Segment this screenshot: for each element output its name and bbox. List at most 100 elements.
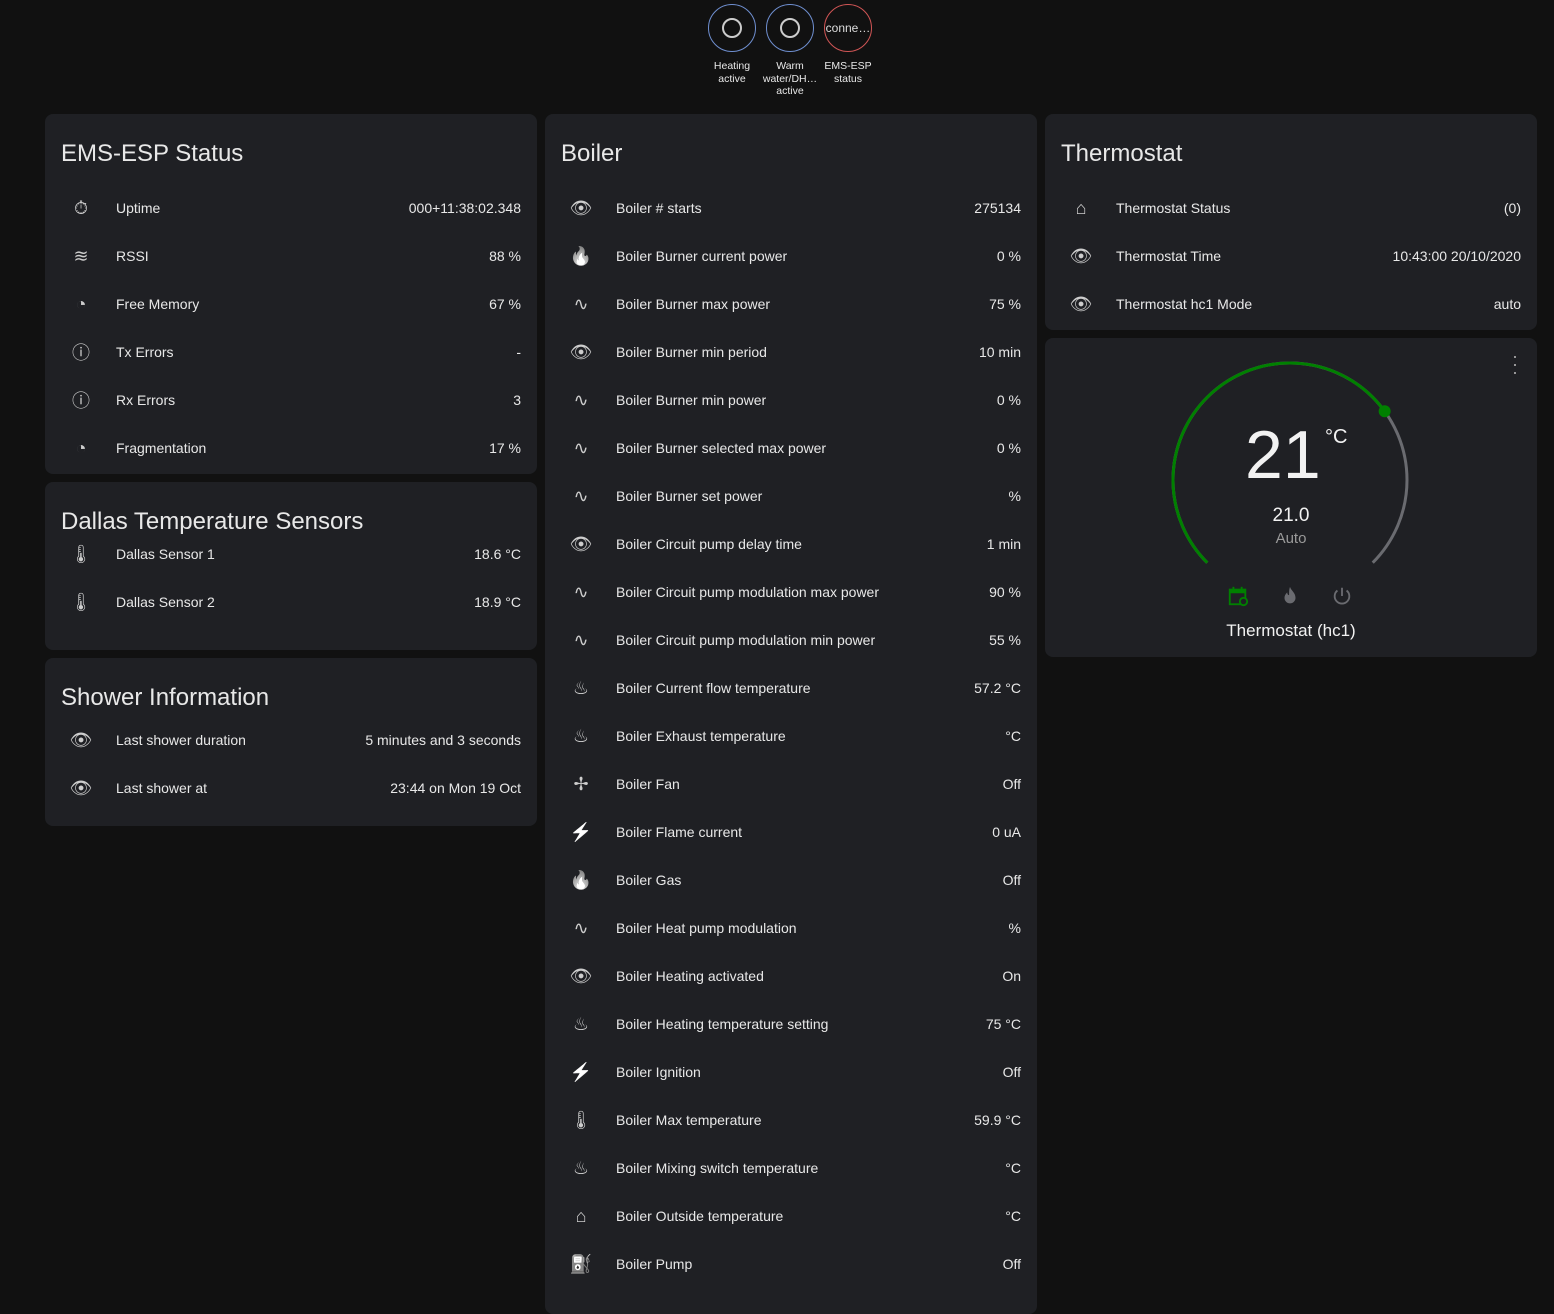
entity-value: 17 % (489, 440, 521, 456)
fan-icon: ✢ (573, 773, 589, 794)
entity-value: 0 % (996, 392, 1021, 408)
entity-row[interactable]: 👁 Boiler Circuit pump delay time 1 min (545, 520, 1037, 568)
entity-row[interactable]: ⌂ Thermostat Status (0) (1045, 184, 1537, 232)
card-title: Thermostat (1061, 140, 1183, 167)
entity-row[interactable]: ∿ Boiler Circuit pump modulation max powe… (545, 568, 1037, 616)
entity-row[interactable]: ◔ Fragmentation 17 % (45, 424, 537, 472)
sine-wave-icon: ∿ (573, 581, 589, 602)
water-thermometer-icon: ♨ (572, 1157, 590, 1178)
timer-icon: ⏱ (73, 197, 89, 218)
entity-value: % (1008, 488, 1021, 504)
state-badge[interactable]: conne… EMS-ESP status (823, 4, 873, 98)
entity-name: Boiler Circuit pump modulation min power (616, 632, 876, 648)
fire-icon[interactable] (1279, 585, 1301, 607)
entity-name: Boiler Burner set power (616, 488, 763, 504)
more-options-icon[interactable]: · · · (1512, 346, 1518, 382)
badge-label: Warm water/DH… active (762, 60, 818, 97)
entity-name: Boiler Fan (616, 776, 680, 792)
card-title: EMS-ESP Status (61, 140, 244, 167)
entity-row[interactable]: ∿ Boiler Burner set power% (545, 472, 1037, 520)
target-temperature: 21 (1245, 417, 1321, 493)
badge-label: EMS-ESP status (824, 60, 872, 85)
state-badge[interactable]: Warm water/DH… active (763, 4, 817, 98)
calendar-sync-icon[interactable] (1227, 585, 1249, 607)
entity-row[interactable]: ∿ Boiler Burner max power 75 % (545, 280, 1037, 328)
entity-value: 88 % (489, 248, 521, 264)
current-temperature: 21.0 (1272, 505, 1310, 526)
entity-row[interactable]: 👁 Boiler Burner min period 10 min (545, 328, 1037, 376)
entity-row[interactable]: ∿ Boiler Burner selected max power 0 % (545, 424, 1037, 472)
eye-icon: 👁 (569, 197, 593, 218)
entity-row[interactable]: ≋ RSSI 88 % (45, 232, 537, 280)
mode-buttons (1227, 585, 1353, 607)
entity-row[interactable]: ⓘ Tx Errors - (45, 328, 537, 376)
eye-icon: 👁 (569, 341, 593, 362)
entity-name: Boiler Outside temperature (616, 1208, 784, 1224)
entity-name: Boiler Burner max power (616, 296, 771, 312)
entity-name: Boiler Flame current (616, 824, 743, 840)
thermometer-icon: 🌡 (69, 591, 93, 612)
entity-value: 000+11:38:02.348 (408, 200, 521, 216)
entity-row[interactable]: ✢ Boiler Fan Off (545, 760, 1037, 808)
entity-row[interactable]: 🌡 Dallas Sensor 2 18.9 °C (45, 578, 537, 626)
entity-value: 3 (513, 392, 521, 408)
entity-row[interactable]: ⏱ Uptime 000+11:38:02.348 (45, 184, 537, 232)
entity-value: °C (1005, 728, 1021, 744)
entity-row[interactable]: 👁 Thermostat hc1 Mode auto (1045, 280, 1537, 328)
sine-wave-icon: ∿ (573, 629, 589, 650)
entity-value: 10 min (978, 344, 1021, 360)
ems-status-card: EMS-ESP Status ⏱ Uptime 000+11:38:02.348 ≋ R… (45, 114, 537, 474)
entity-row[interactable]: ∿ Boiler Heat pump modulation% (545, 904, 1037, 952)
entity-name: Free Memory (116, 296, 200, 312)
sine-wave-icon: ∿ (573, 437, 589, 458)
card-title: Boiler (561, 140, 623, 167)
card-title: Dallas Temperature Sensors (61, 508, 364, 535)
eye-icon: 👁 (569, 965, 593, 986)
entity-row[interactable]: 👁 Thermostat Time 10:43:00 20/10/2020 (1045, 232, 1537, 280)
entity-row[interactable]: 🔥 Boiler Burner current power 0 % (545, 232, 1037, 280)
home-export-icon: ⌂ (575, 1205, 587, 1226)
eye-icon: 👁 (1069, 245, 1093, 266)
flash-icon: ⚡ (569, 821, 593, 842)
entity-row[interactable]: ♨ Boiler Heating temperature setting 75 °C (545, 1000, 1037, 1048)
entity-row[interactable]: ♨ Boiler Current flow temperature 57.2 °C (545, 664, 1037, 712)
entity-value: 90 % (989, 584, 1021, 600)
circle-outline-icon (780, 18, 800, 38)
entity-row[interactable]: 👁 Boiler Heating activated On (545, 952, 1037, 1000)
power-icon[interactable] (1331, 585, 1353, 607)
entity-value: 0 % (996, 440, 1021, 456)
badge-circle: conne… (824, 4, 872, 52)
temperature-gauge[interactable] (1045, 338, 1537, 578)
home-thermometer-icon: ⌂ (1075, 197, 1087, 218)
entity-row[interactable]: 🌡 Dallas Sensor 1 18.6 °C (45, 530, 537, 578)
entity-value: Off (1002, 872, 1021, 888)
entity-row[interactable]: ⓘ Rx Errors 3 (45, 376, 537, 424)
entity-row[interactable]: ♨ Boiler Exhaust temperature °C (545, 712, 1037, 760)
entity-name: Boiler Exhaust temperature (616, 728, 786, 744)
entity-value: 275134 (974, 200, 1021, 216)
water-thermometer-icon: ♨ (572, 725, 590, 746)
entity-value: - (516, 344, 521, 360)
entity-row[interactable]: 👁 Last shower duration 5 minutes and 3 sec… (45, 716, 537, 764)
entity-row[interactable]: 🔥 Boiler Gas Off (545, 856, 1037, 904)
entity-row[interactable]: 🌡 Boiler Max temperature 59.9 °C (545, 1096, 1037, 1144)
entity-name: Boiler Burner selected max power (616, 440, 827, 456)
gauge-active-arc (1171, 361, 1386, 564)
entity-row[interactable]: ⛽ Boiler Pump Off (545, 1240, 1037, 1288)
entity-row[interactable]: 👁 Boiler # starts 275134 (545, 184, 1037, 232)
card-title: Shower Information (61, 684, 270, 711)
entity-name: Dallas Sensor 2 (116, 594, 215, 610)
entity-row[interactable]: ⚡ Boiler Flame current 0 uA (545, 808, 1037, 856)
entity-row[interactable]: ⚡ Boiler Ignition Off (545, 1048, 1037, 1096)
entity-row[interactable]: ∿ Boiler Circuit pump modulation min powe… (545, 616, 1037, 664)
entity-row[interactable]: ◔ Free Memory 67 % (45, 280, 537, 328)
entity-value: 18.6 °C (474, 546, 521, 562)
entity-name: Boiler Burner min power (616, 392, 767, 408)
entity-row[interactable]: ⌂ Boiler Outside temperature °C (545, 1192, 1037, 1240)
entity-value: Off (1002, 776, 1021, 792)
entity-row[interactable]: ♨ Boiler Mixing switch temperature °C (545, 1144, 1037, 1192)
entity-row[interactable]: ∿ Boiler Burner min power 0 % (545, 376, 1037, 424)
entity-row[interactable]: 👁 Last shower at 23:44 on Mon 19 Oct (45, 764, 537, 812)
state-badge[interactable]: Heating active (707, 4, 757, 98)
entity-value: 75 % (989, 296, 1021, 312)
